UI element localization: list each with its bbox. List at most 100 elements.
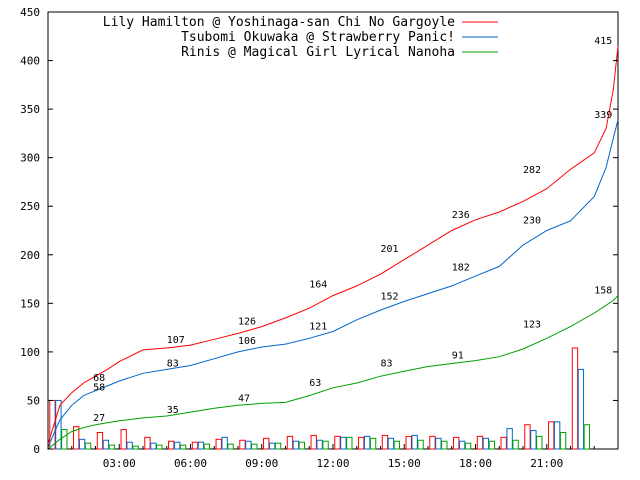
data-label: 182 [452, 262, 470, 273]
hour-bar [405, 435, 412, 450]
plot-frame [47, 11, 619, 450]
hour-bar [108, 444, 115, 450]
data-label: 47 [238, 393, 250, 404]
hour-bar [263, 437, 270, 450]
hour-bar [369, 437, 377, 450]
hour-bar [435, 437, 442, 450]
data-label: 230 [523, 216, 541, 227]
hour-bar [316, 439, 323, 450]
hour-bar [453, 436, 460, 450]
hour-bar [215, 438, 222, 450]
hour-bar [197, 441, 205, 450]
hour-bar [156, 444, 163, 450]
hour-bar [559, 431, 567, 450]
hour-bar [150, 442, 157, 450]
hour-bar [553, 421, 561, 450]
data-label: 68 [93, 373, 105, 384]
hour-bar [381, 434, 389, 450]
data-label: 415 [594, 36, 612, 47]
hour-bar [84, 442, 92, 450]
hour-bar [417, 439, 424, 450]
legend-label: Tsubomi Okuwaka @ Strawberry Panic! [181, 30, 455, 45]
hour-bar [274, 442, 282, 450]
y-tick-label: 250 [20, 200, 40, 213]
hour-bar [96, 431, 104, 450]
hour-bar [227, 443, 234, 450]
hourly-bars [49, 347, 590, 450]
hour-bar [322, 440, 329, 450]
series-line [47, 119, 619, 448]
hour-bar [340, 436, 347, 450]
hour-bar [482, 437, 490, 450]
x-tick-label: 09:00 [245, 457, 278, 470]
hour-bar [458, 440, 466, 450]
hour-bar [583, 424, 590, 450]
hour-bar [488, 440, 495, 450]
hour-bar [120, 429, 127, 450]
hour-bar [173, 441, 181, 450]
data-label: 158 [594, 286, 612, 297]
data-label: 164 [309, 280, 327, 291]
x-tick-label: 06:00 [174, 457, 207, 470]
hour-bar [268, 442, 276, 450]
data-label: 106 [238, 336, 256, 347]
hour-bar [571, 347, 579, 450]
legend-label: Lily Hamilton @ Yoshinaga-san Chi No Gar… [103, 15, 455, 30]
hour-bar [577, 368, 585, 450]
data-label: 126 [238, 317, 256, 328]
hour-bar [292, 440, 300, 450]
x-tick-label: 18:00 [459, 457, 492, 470]
hour-bar [530, 430, 537, 450]
hour-bar [334, 435, 341, 450]
series-line [47, 45, 619, 445]
y-tick-label: 400 [20, 55, 40, 68]
y-tick-label: 100 [20, 346, 40, 359]
data-labels: 68 107 126 164 201 236 282 415 58 83 106 121 152 182 2… [93, 36, 612, 424]
series-line [47, 295, 619, 450]
hour-bar [536, 435, 543, 450]
data-label: 91 [452, 351, 464, 362]
cumulative-lines [47, 45, 619, 450]
data-label: 107 [167, 335, 185, 346]
hour-bar [464, 442, 472, 450]
hour-bar [78, 438, 86, 450]
hour-bar [346, 436, 353, 450]
hour-bar [245, 440, 252, 450]
hour-bar [55, 399, 62, 450]
x-tick-label: 15:00 [388, 457, 421, 470]
hour-bar [102, 439, 110, 450]
data-label: 63 [309, 378, 321, 389]
hour-bar [286, 435, 294, 450]
y-tick-label: 350 [20, 103, 40, 116]
hour-bar [358, 436, 365, 450]
data-label: 282 [523, 165, 541, 176]
data-label: 27 [93, 413, 105, 424]
y-tick-label: 200 [20, 249, 40, 262]
hour-bar [132, 445, 139, 450]
data-label: 236 [452, 210, 470, 221]
y-tick-label: 450 [20, 6, 40, 19]
hour-bar [179, 444, 187, 450]
x-tick-label: 12:00 [316, 457, 349, 470]
hour-bar [298, 441, 305, 450]
data-label: 35 [167, 405, 179, 416]
data-label: 121 [309, 321, 327, 332]
hour-bar [73, 426, 80, 450]
hour-bar [441, 440, 448, 450]
hour-bar [524, 424, 531, 450]
y-tick-label: 50 [27, 394, 40, 407]
hour-bar [387, 437, 395, 450]
hour-bar [251, 443, 258, 450]
data-label: 339 [594, 110, 612, 121]
y-tick-label: 0 [33, 443, 40, 456]
hour-bar [429, 435, 436, 450]
hour-bar [144, 436, 151, 450]
hour-bar [548, 421, 555, 450]
hour-bar [310, 434, 317, 450]
hour-bar [239, 439, 246, 450]
hour-bar [393, 440, 400, 450]
hour-bar [411, 434, 418, 450]
y-tick-label: 150 [20, 297, 40, 310]
hour-bar [221, 436, 228, 450]
